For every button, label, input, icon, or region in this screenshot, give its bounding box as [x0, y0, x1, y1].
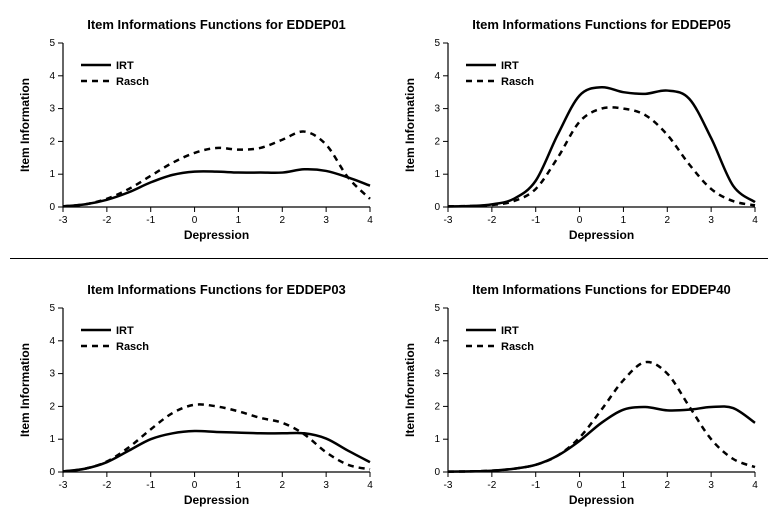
chart-title: Item Informations Functions for EDDEP05 [472, 17, 731, 32]
svg-text:1: 1 [621, 215, 627, 226]
svg-text:-2: -2 [102, 480, 111, 491]
series-irt [448, 87, 755, 206]
legend-irt: IRT [116, 325, 134, 337]
svg-text:3: 3 [323, 480, 329, 491]
svg-text:0: 0 [434, 202, 440, 213]
svg-text:3: 3 [434, 369, 440, 380]
svg-text:-1: -1 [146, 215, 155, 226]
svg-text:-3: -3 [444, 480, 453, 491]
x-axis-label: Depression [184, 228, 249, 242]
svg-text:1: 1 [621, 480, 627, 491]
svg-text:-2: -2 [487, 480, 496, 491]
svg-text:1: 1 [434, 169, 440, 180]
y-axis-label: Item Information [18, 78, 32, 172]
legend-rasch: Rasch [116, 341, 149, 353]
y-axis-label: Item Information [403, 343, 417, 437]
axes [448, 308, 755, 472]
legend-irt: IRT [501, 325, 519, 337]
legend-irt: IRT [116, 60, 134, 72]
svg-text:2: 2 [434, 136, 440, 147]
svg-text:5: 5 [434, 38, 440, 49]
chart-grid: Item Informations Functions for EDDEP01 -… [0, 0, 778, 525]
x-axis-label: Depression [569, 228, 634, 242]
chart-title: Item Informations Functions for EDDEP01 [87, 17, 346, 32]
svg-text:4: 4 [49, 71, 55, 82]
svg-text:4: 4 [367, 480, 373, 491]
series-rasch [448, 362, 755, 472]
svg-text:-1: -1 [531, 215, 540, 226]
svg-text:1: 1 [236, 480, 242, 491]
x-axis-label: Depression [184, 493, 249, 507]
svg-text:2: 2 [665, 215, 671, 226]
svg-text:0: 0 [577, 215, 583, 226]
series-irt [448, 406, 755, 471]
series-irt [63, 169, 370, 206]
svg-text:2: 2 [280, 215, 286, 226]
horizontal-divider [10, 258, 768, 259]
svg-text:3: 3 [708, 215, 714, 226]
svg-text:-3: -3 [59, 480, 68, 491]
svg-text:5: 5 [49, 38, 55, 49]
svg-text:3: 3 [434, 104, 440, 115]
svg-text:0: 0 [577, 480, 583, 491]
svg-text:4: 4 [752, 215, 758, 226]
svg-text:0: 0 [192, 215, 198, 226]
panel-eddep01: Item Informations Functions for EDDEP01 -… [15, 15, 380, 245]
svg-text:-3: -3 [444, 215, 453, 226]
svg-text:4: 4 [49, 336, 55, 347]
svg-text:4: 4 [434, 71, 440, 82]
legend-irt: IRT [501, 60, 519, 72]
y-axis-label: Item Information [18, 343, 32, 437]
svg-text:2: 2 [49, 401, 55, 412]
svg-text:5: 5 [49, 303, 55, 314]
svg-text:3: 3 [323, 215, 329, 226]
axes [63, 308, 370, 472]
svg-text:2: 2 [434, 401, 440, 412]
svg-text:-1: -1 [531, 480, 540, 491]
svg-text:2: 2 [665, 480, 671, 491]
svg-text:3: 3 [49, 369, 55, 380]
svg-text:1: 1 [49, 169, 55, 180]
svg-text:-1: -1 [146, 480, 155, 491]
svg-text:0: 0 [49, 467, 55, 478]
axes [448, 43, 755, 207]
y-axis-label: Item Information [403, 78, 417, 172]
chart-title: Item Informations Functions for EDDEP40 [472, 282, 731, 297]
panel-eddep05: Item Informations Functions for EDDEP05 -… [400, 15, 765, 245]
svg-text:4: 4 [434, 336, 440, 347]
svg-text:3: 3 [708, 480, 714, 491]
series-rasch [448, 107, 755, 206]
svg-text:4: 4 [752, 480, 758, 491]
legend-rasch: Rasch [501, 76, 534, 88]
legend-rasch: Rasch [116, 76, 149, 88]
svg-text:0: 0 [49, 202, 55, 213]
legend-rasch: Rasch [501, 341, 534, 353]
svg-text:0: 0 [192, 480, 198, 491]
svg-text:5: 5 [434, 303, 440, 314]
chart-title: Item Informations Functions for EDDEP03 [87, 282, 346, 297]
svg-text:2: 2 [49, 136, 55, 147]
svg-text:4: 4 [367, 215, 373, 226]
svg-text:1: 1 [434, 434, 440, 445]
svg-text:-2: -2 [102, 215, 111, 226]
svg-text:3: 3 [49, 104, 55, 115]
svg-text:1: 1 [236, 215, 242, 226]
series-rasch [63, 131, 370, 206]
svg-text:0: 0 [434, 467, 440, 478]
svg-text:2: 2 [280, 480, 286, 491]
axes [63, 43, 370, 207]
panel-eddep40: Item Informations Functions for EDDEP40 -… [400, 280, 765, 510]
svg-text:-3: -3 [59, 215, 68, 226]
x-axis-label: Depression [569, 493, 634, 507]
svg-text:1: 1 [49, 434, 55, 445]
panel-eddep03: Item Informations Functions for EDDEP03 -… [15, 280, 380, 510]
svg-text:-2: -2 [487, 215, 496, 226]
